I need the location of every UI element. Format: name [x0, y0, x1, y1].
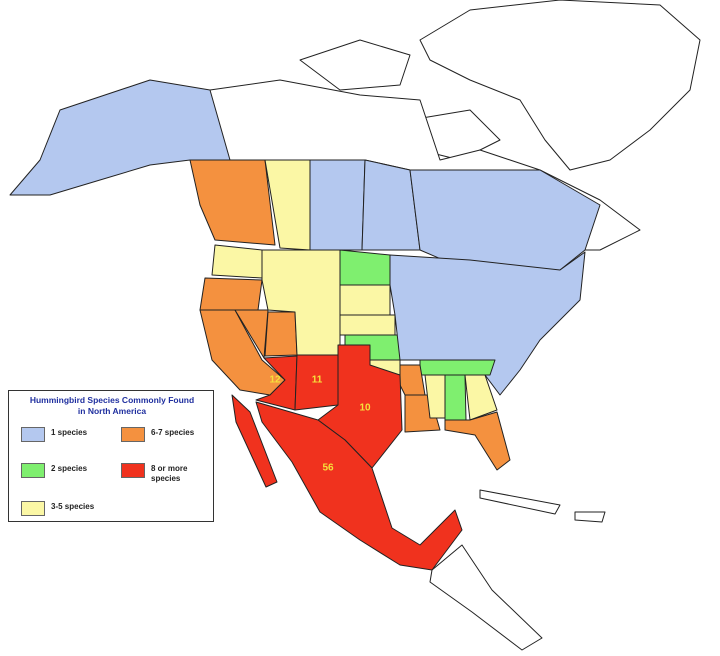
- region: [444, 411, 511, 471]
- region: [264, 311, 298, 357]
- legend-label: 8 or more species: [151, 464, 188, 483]
- legend-label: 3-5 species: [51, 502, 95, 511]
- legend-title: Hummingbird Species Commonly Found in No…: [29, 395, 195, 416]
- legend-label: 1 species: [51, 428, 88, 437]
- legend-swatch: [121, 463, 145, 478]
- legend-swatch: [21, 463, 45, 478]
- legend-item: 1 species: [21, 427, 116, 449]
- region: [211, 244, 263, 279]
- region: [399, 364, 426, 396]
- island: [479, 489, 561, 515]
- map-label: 11: [312, 375, 323, 386]
- region: [339, 314, 396, 336]
- legend-swatch: [121, 427, 145, 442]
- region: [339, 249, 391, 286]
- region: [309, 159, 366, 251]
- map-label: 10: [359, 403, 371, 414]
- region: [189, 159, 276, 246]
- region: [389, 251, 586, 396]
- legend-item: 6-7 species: [121, 427, 216, 449]
- region: [444, 374, 467, 421]
- region: [409, 169, 601, 281]
- region: [317, 344, 403, 469]
- legend-label: 2 species: [51, 464, 88, 473]
- legend-item: 3-5 species: [21, 501, 116, 523]
- region: [464, 374, 498, 421]
- legend-swatch: [21, 501, 45, 516]
- region: [419, 359, 496, 376]
- region: [199, 277, 263, 311]
- central-america: [429, 544, 543, 651]
- greenland: [419, 0, 701, 171]
- map-label: 56: [322, 463, 334, 474]
- legend-item: 2 species: [21, 463, 116, 485]
- legend-swatch: [21, 427, 45, 442]
- legend: Hummingbird Species Commonly Found in No…: [8, 390, 214, 522]
- arctic-island: [299, 39, 411, 91]
- region: [231, 394, 278, 488]
- region: [255, 401, 463, 571]
- map-label: 12: [269, 375, 281, 386]
- legend-item: 8 or more species: [121, 463, 216, 485]
- region: [339, 284, 391, 316]
- legend-label: 6-7 species: [151, 428, 195, 437]
- island: [574, 511, 606, 523]
